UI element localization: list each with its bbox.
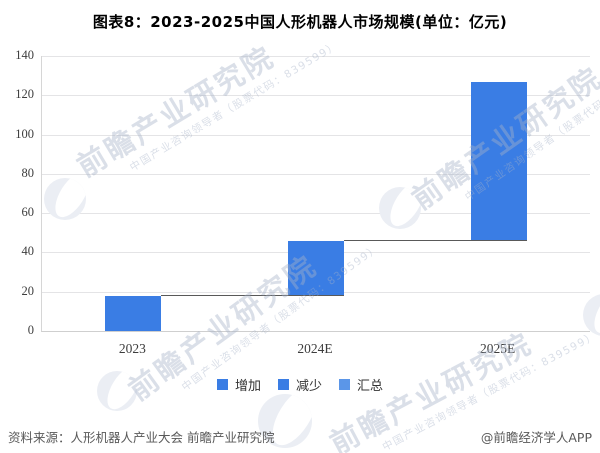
x-tick-label-2023: 2023 (118, 341, 146, 356)
gridline-120 (42, 95, 590, 97)
bar-2024E[interactable] (288, 240, 344, 296)
x-tick-label-2024E: 2024E (297, 341, 333, 356)
legend-swatch-icon (216, 379, 228, 390)
legend-item-减少[interactable]: 减少 (277, 375, 322, 394)
gridline-140 (42, 56, 590, 57)
legend-item-汇总[interactable]: 汇总 (339, 375, 383, 394)
gridline-60 (42, 213, 590, 215)
y-tick-label-0: 0 (27, 323, 34, 337)
legend-swatch-icon (277, 379, 289, 390)
y-tick-label-100: 100 (15, 126, 34, 141)
legend: 增加 减少 汇总 (0, 375, 600, 394)
legend-swatch-icon (339, 379, 350, 390)
source-text: 资料来源：人形机器人产业大会 前瞻产业研究院 (8, 430, 275, 445)
y-tick-label-60: 60 (21, 205, 35, 220)
credit-text: @前瞻经济学人APP (480, 430, 592, 445)
legend-label: 减少 (295, 379, 322, 394)
gridline-80 (42, 173, 590, 175)
bar-2025E[interactable] (470, 81, 527, 241)
y-tick-label-140: 140 (15, 48, 34, 62)
footer: 资料来源：人形机器人产业大会 前瞻产业研究院 @前瞻经济学人APP (8, 427, 592, 446)
plot-area (41, 56, 590, 332)
y-tick-label-120: 120 (15, 87, 34, 102)
gridline-100 (42, 134, 590, 136)
y-tick-label-80: 80 (21, 165, 35, 180)
chart-title: 图表8：2023-2025中国人形机器人市场规模(单位：亿元) (92, 13, 508, 31)
connector-line-2 (344, 239, 527, 241)
bar-2023[interactable] (105, 295, 162, 331)
legend-item-增加[interactable]: 增加 (216, 375, 261, 394)
legend-label: 增加 (234, 379, 261, 394)
x-tick-label-2025E: 2025E (480, 341, 516, 356)
y-tick-label-40: 40 (21, 244, 35, 259)
y-tick-label-20: 20 (21, 283, 35, 298)
legend-label: 汇总 (357, 379, 384, 394)
connector-line-1 (161, 294, 344, 296)
